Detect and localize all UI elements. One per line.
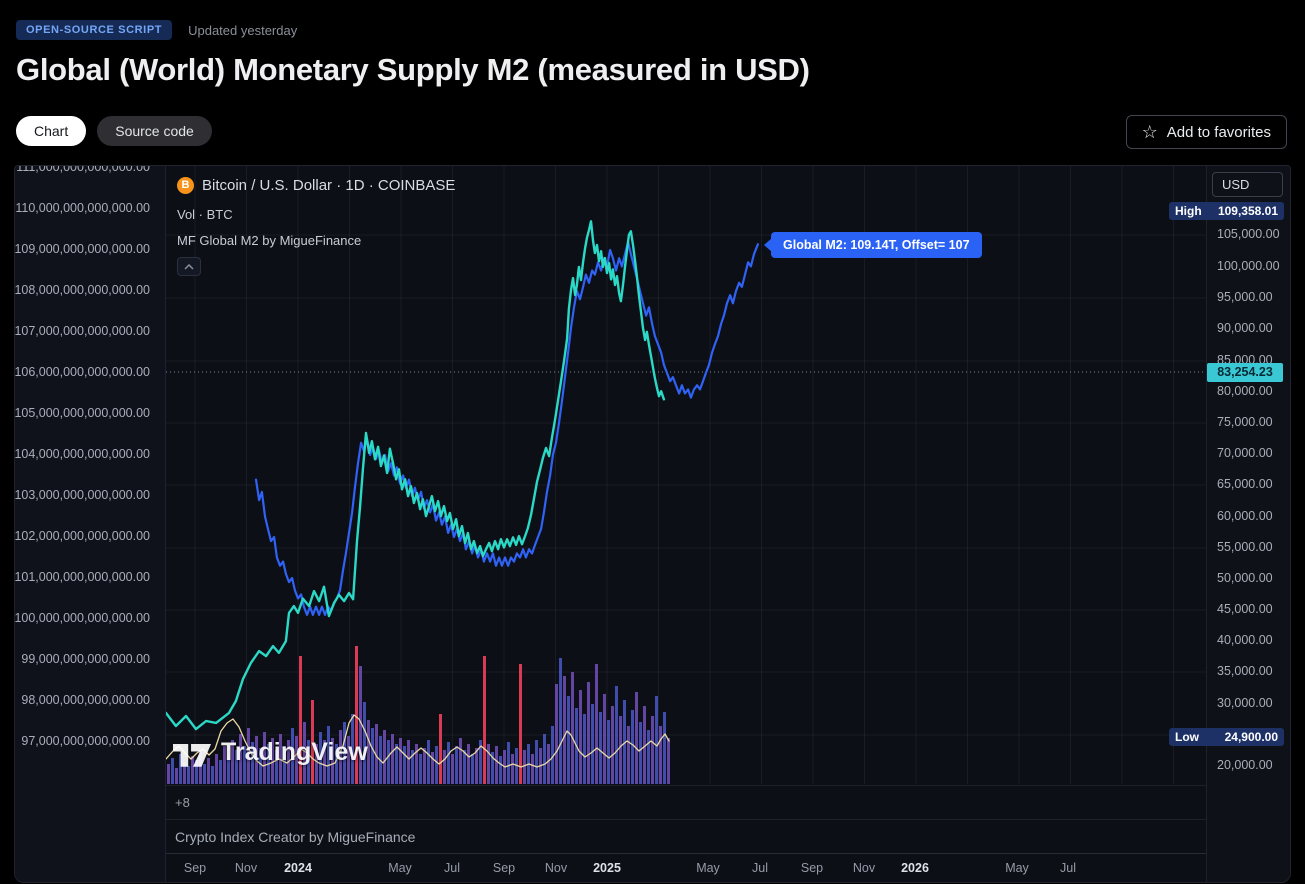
- right-axis-tick: 35,000.00: [1217, 664, 1273, 678]
- watermark-text: TradingView: [221, 738, 368, 766]
- left-price-scale[interactable]: [15, 166, 166, 882]
- time-axis-tick: Jul: [1060, 861, 1076, 875]
- time-axis-tick: Jul: [752, 861, 768, 875]
- low-badge: Low 24,900.00: [1169, 728, 1284, 746]
- low-label: Low: [1175, 730, 1199, 744]
- time-axis-tick: Jul: [444, 861, 460, 875]
- left-axis-tick: 101,000,000,000,000.00: [14, 570, 150, 584]
- time-axis-tick: May: [1005, 861, 1029, 875]
- high-label: High: [1175, 204, 1202, 218]
- left-axis-tick: 105,000,000,000,000.00: [14, 406, 150, 420]
- right-axis-tick: 80,000.00: [1217, 384, 1273, 398]
- left-axis-tick: 104,000,000,000,000.00: [14, 447, 150, 461]
- time-axis-tick: Nov: [234, 861, 258, 875]
- indicator-legend-row[interactable]: MF Global M2 by MigueFinance: [177, 233, 362, 248]
- time-axis-tick: May: [388, 861, 412, 875]
- more-indicators-label[interactable]: +8: [175, 795, 190, 810]
- right-axis-tick: 100,000.00: [1217, 259, 1280, 273]
- tradingview-watermark: TradingView: [173, 738, 368, 767]
- currency-usd-button[interactable]: USD: [1212, 172, 1283, 197]
- left-axis-tick: 99,000,000,000,000.00: [21, 652, 150, 666]
- right-axis-tick: 55,000.00: [1217, 540, 1273, 554]
- footer-indicator-label[interactable]: Crypto Index Creator by MigueFinance: [175, 829, 416, 845]
- time-axis-tick: 2026: [901, 861, 929, 875]
- right-axis-tick: 60,000.00: [1217, 509, 1273, 523]
- right-axis-tick: 30,000.00: [1217, 696, 1273, 710]
- time-axis-tick: Nov: [544, 861, 568, 875]
- left-axis-tick: 107,000,000,000,000.00: [14, 324, 150, 338]
- collapse-legend-button[interactable]: [177, 257, 201, 276]
- right-axis-tick: 50,000.00: [1217, 571, 1273, 585]
- page-title: Global (World) Monetary Supply M2 (measu…: [16, 52, 810, 87]
- time-axis-tick: Sep: [800, 861, 824, 875]
- right-axis-tick: 70,000.00: [1217, 446, 1273, 460]
- time-axis-tick: 2025: [593, 861, 621, 875]
- right-axis-tick: 65,000.00: [1217, 477, 1273, 491]
- left-axis-tick: 111,000,000,000,000.00: [16, 165, 150, 174]
- star-icon: ☆: [1141, 122, 1158, 142]
- tradingview-logo-icon: [173, 743, 211, 767]
- add-to-favorites-label: Add to favorites: [1166, 123, 1271, 141]
- bitcoin-icon: B: [177, 176, 194, 194]
- high-badge: High 109,358.01: [1169, 202, 1284, 220]
- right-axis-tick: 105,000.00: [1217, 227, 1280, 241]
- left-axis-tick: 100,000,000,000,000.00: [14, 611, 150, 625]
- page-header: OPEN-SOURCE SCRIPT Updated yesterday: [16, 20, 297, 40]
- add-to-favorites-button[interactable]: ☆ Add to favorites: [1125, 115, 1287, 149]
- left-axis-tick: 109,000,000,000,000.00: [14, 242, 150, 256]
- chart-legend: B Bitcoin / U.S. Dollar · 1D · COINBASE …: [177, 174, 455, 276]
- low-value: 24,900.00: [1224, 730, 1278, 744]
- collapsed-indicators-row[interactable]: +8: [166, 785, 1206, 819]
- left-axis-tick: 97,000,000,000,000.00: [21, 734, 150, 748]
- time-scale[interactable]: Sep Nov 2024 May Jul Sep Nov 2025 May Jul Sep Nov 20…: [166, 853, 1206, 882]
- right-axis-tick: 75,000.00: [1217, 415, 1273, 429]
- tab-source-code[interactable]: Source code: [97, 116, 212, 146]
- left-axis-tick: 102,000,000,000,000.00: [14, 529, 150, 543]
- tab-chart[interactable]: Chart: [16, 116, 87, 146]
- tab-bar: Chart Source code: [16, 116, 212, 146]
- left-axis-tick: 103,000,000,000,000.00: [14, 488, 150, 502]
- open-source-script-badge: OPEN-SOURCE SCRIPT: [16, 20, 173, 40]
- volume-legend-row[interactable]: Vol · BTC: [177, 207, 233, 222]
- left-axis-tick: 108,000,000,000,000.00: [14, 283, 150, 297]
- time-axis-tick: Nov: [852, 861, 876, 875]
- current-price-label: 83,254.23: [1207, 363, 1283, 382]
- time-axis-tick: 2024: [284, 861, 312, 875]
- right-axis-tick: 90,000.00: [1217, 321, 1273, 335]
- right-axis-labels: 105,000.00 100,000.00 95,000.00 90,000.00 85…: [1206, 166, 1290, 784]
- symbol-title: Bitcoin / U.S. Dollar · 1D · COINBASE: [202, 176, 456, 194]
- right-axis-tick: 40,000.00: [1217, 633, 1273, 647]
- left-axis-tick: 98,000,000,000,000.00: [21, 693, 150, 707]
- chart-widget[interactable]: 111,000,000,000,000.00 110,000,000,000,00…: [14, 165, 1291, 883]
- right-axis-tick: 45,000.00: [1217, 602, 1273, 616]
- time-axis-tick: Sep: [183, 861, 207, 875]
- chevron-up-icon: [184, 263, 194, 270]
- right-axis-tick: 95,000.00: [1217, 290, 1273, 304]
- symbol-legend-row[interactable]: B Bitcoin / U.S. Dollar · 1D · COINBASE: [177, 174, 455, 196]
- left-axis-tick: 110,000,000,000,000.00: [15, 201, 150, 215]
- left-axis-tick: 106,000,000,000,000.00: [14, 365, 150, 379]
- updated-text: Updated yesterday: [188, 22, 298, 38]
- footer-indicator-row[interactable]: Crypto Index Creator by MigueFinance: [166, 819, 1206, 853]
- time-axis-tick: Sep: [492, 861, 516, 875]
- left-axis-labels: 111,000,000,000,000.00 110,000,000,000,00…: [15, 166, 158, 784]
- global-m2-tooltip: Global M2: 109.14T, Offset= 107: [764, 232, 982, 258]
- right-price-scale[interactable]: [1206, 166, 1290, 882]
- time-axis-tick: May: [696, 861, 720, 875]
- right-axis-tick: 20,000.00: [1217, 758, 1273, 772]
- high-value: 109,358.01: [1217, 204, 1278, 218]
